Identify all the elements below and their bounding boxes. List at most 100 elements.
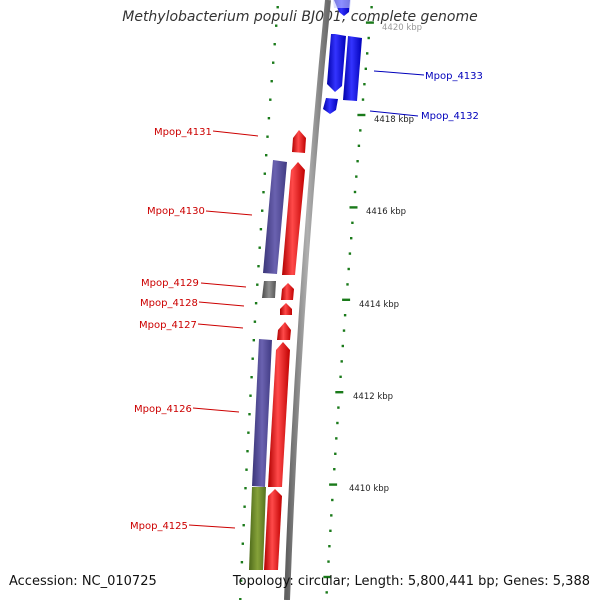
minor-tick: [250, 376, 253, 379]
minor-tick: [335, 437, 338, 440]
major-tick: [342, 298, 351, 301]
scale-label-4416: 4416 kbp: [366, 207, 406, 217]
minor-tick: [343, 314, 347, 317]
gene-mpop-4129[interactable]: [281, 283, 294, 300]
minor-tick: [239, 579, 243, 582]
scale-tick-arc: [323, 6, 374, 594]
minor-tick: [355, 175, 358, 178]
minor-tick: [346, 283, 349, 286]
minor-tick: [251, 357, 254, 360]
minor-tick: [259, 228, 263, 231]
genome-title: Methylobacterium populi BJ001, complete …: [122, 9, 478, 25]
minor-tick: [265, 154, 268, 157]
gene-mpop-4130-feature: [263, 160, 287, 274]
minor-tick: [245, 468, 248, 471]
minor-tick: [339, 375, 342, 378]
minor-tick: [329, 529, 332, 532]
minor-tick: [327, 560, 330, 563]
gene-label-mpop-4132[interactable]: Mpop_4132: [421, 111, 479, 122]
minor-tick: [276, 6, 279, 9]
minor-tick: [272, 61, 275, 64]
minor-tick: [342, 329, 346, 332]
minor-tick: [330, 514, 333, 517]
minor-tick: [348, 252, 352, 255]
minor-tick: [334, 452, 337, 455]
minor-tick: [270, 80, 273, 83]
minor-tick: [364, 67, 367, 70]
genome-backbone: [284, 0, 331, 600]
minor-tick: [325, 591, 328, 594]
minor-tick: [254, 302, 258, 305]
gene-mpop-4125[interactable]: [264, 489, 282, 570]
major-tick: [329, 483, 338, 486]
minor-tick: [367, 36, 370, 40]
accession-text: Accession: NC_010725: [9, 574, 157, 589]
minor-tick: [356, 160, 359, 163]
minor-tick: [240, 561, 244, 564]
minor-tick: [244, 487, 247, 490]
scale-label-4420: 4420 kbp: [382, 23, 422, 33]
minor-tick: [273, 43, 276, 46]
minor-tick: [336, 421, 339, 425]
gene-label-mpop-4126[interactable]: Mpop_4126: [134, 404, 192, 415]
scale-label-4410: 4410 kbp: [349, 484, 389, 494]
gene-mpop-4126-feature: [252, 339, 272, 487]
minor-tick: [340, 360, 343, 363]
minor-tick: [328, 545, 331, 548]
minor-tick: [366, 52, 369, 55]
major-tick: [335, 391, 344, 394]
gene-mpop-4128[interactable]: [280, 303, 292, 315]
gene-mpop-4131[interactable]: [292, 130, 306, 153]
minor-tick: [257, 265, 260, 268]
gene-label-mpop-4129[interactable]: Mpop_4129: [141, 278, 199, 289]
gene-mpop-4127[interactable]: [277, 322, 291, 340]
minor-tick: [337, 406, 340, 409]
minor-tick: [261, 209, 264, 212]
minor-tick: [252, 339, 255, 342]
gene-mpop-4126[interactable]: [268, 342, 290, 487]
gene-label-mpop-4130[interactable]: Mpop_4130: [147, 206, 205, 217]
minor-tick: [341, 344, 344, 348]
minor-tick: [333, 468, 336, 471]
gene-mpop-4125-feature: [249, 487, 266, 570]
major-tick: [365, 21, 374, 24]
scale-label-4412: 4412 kbp: [353, 392, 393, 402]
gene-label-mpop-4133[interactable]: Mpop_4133: [425, 71, 483, 82]
minor-tick: [361, 98, 365, 101]
minor-tick: [275, 24, 278, 27]
inner-dotted-arc: [239, 6, 279, 600]
minor-tick: [247, 431, 250, 434]
scale-label-4414: 4414 kbp: [359, 300, 399, 310]
minor-tick: [359, 129, 362, 132]
minor-tick: [262, 191, 265, 194]
scale-label-4418: 4418 kbp: [374, 115, 414, 125]
minor-tick: [239, 598, 242, 600]
minor-tick: [269, 98, 272, 101]
gene-label-mpop-4131[interactable]: Mpop_4131: [154, 127, 212, 138]
minor-tick: [246, 450, 249, 453]
minor-tick: [347, 267, 350, 271]
minor-tick: [241, 542, 244, 545]
minor-tick: [353, 190, 357, 194]
gene-mpop-4130[interactable]: [282, 162, 305, 275]
minor-tick: [266, 135, 269, 138]
major-tick: [349, 206, 358, 209]
minor-tick: [363, 83, 366, 86]
minor-tick: [267, 117, 271, 120]
gene-label-mpop-4128[interactable]: Mpop_4128: [140, 298, 198, 309]
minor-tick: [331, 498, 334, 502]
genome-stats-text: Topology: circular; Length: 5,800,441 bp…: [232, 574, 590, 589]
minor-tick: [258, 246, 261, 249]
gene-mpop-4133[interactable]: [333, 0, 351, 16]
minor-tick: [249, 394, 252, 397]
major-tick: [357, 113, 366, 117]
gene-mpop-4132[interactable]: [323, 36, 362, 114]
gene-label-mpop-4127[interactable]: Mpop_4127: [139, 320, 197, 331]
gene-mpop-4133-b[interactable]: [327, 34, 346, 92]
major-tick: [323, 575, 332, 579]
gene-label-mpop-4125[interactable]: Mpop_4125: [130, 521, 188, 532]
minor-tick: [248, 413, 251, 416]
minor-tick: [263, 172, 266, 175]
minor-tick: [350, 237, 353, 240]
